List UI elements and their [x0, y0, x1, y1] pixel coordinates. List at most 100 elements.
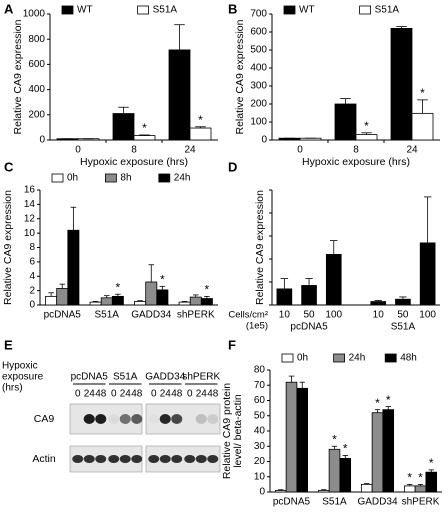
significance: * [198, 113, 203, 127]
x-tick-label: 0 [297, 145, 303, 156]
bar [67, 229, 80, 306]
blot-band [83, 455, 95, 463]
bar [145, 281, 158, 306]
bar [425, 471, 438, 493]
legend-label: S51A [375, 5, 400, 16]
row-label: Cells/cm² [228, 310, 268, 321]
y-tick-label: 60 [254, 395, 266, 406]
blot-band [195, 414, 207, 424]
legend-label: 0h [297, 353, 308, 364]
bar [355, 134, 378, 141]
x-tick-label: 100 [419, 310, 436, 321]
bar [360, 483, 373, 493]
y-tick-label: 0 [259, 487, 265, 498]
bar [56, 288, 69, 306]
time-label: 24 [196, 389, 208, 400]
legend-swatch [158, 173, 171, 183]
panel-label: B [228, 1, 237, 16]
bar [419, 242, 436, 306]
significance: * [386, 393, 391, 407]
blot-band [171, 414, 183, 424]
y-axis-label: Relative CA9 expression [254, 190, 266, 305]
legend-swatch [333, 353, 346, 363]
time-label: 0 [111, 389, 117, 400]
bar [112, 113, 135, 141]
blot-band [171, 455, 183, 463]
significance: * [116, 280, 121, 294]
y-tick-label: 0 [39, 135, 45, 146]
bar [339, 458, 352, 493]
significance: * [418, 471, 423, 485]
y-tick-label: 400 [250, 63, 267, 74]
blot-band [108, 455, 120, 463]
panel-label: C [4, 159, 14, 174]
bar [276, 288, 293, 306]
y-tick-label: 800 [28, 34, 45, 45]
time-label: 24 [160, 389, 172, 400]
y-axis-label: Relative CA9 expression [12, 19, 24, 134]
y-tick-label: 30 [254, 441, 266, 452]
y-tick-label: 50 [254, 410, 266, 421]
bar [370, 301, 387, 306]
x-tick-label: 50 [303, 310, 315, 321]
x-axis-label: Hypoxic exposure (hrs) [302, 156, 410, 168]
bar [371, 412, 384, 493]
y-axis-label: Relative CA9 expression [2, 190, 14, 305]
blot-band [159, 414, 171, 424]
significance: * [142, 121, 147, 135]
x-tick-label: shPERK [177, 310, 215, 321]
row-label: Actin [32, 453, 56, 465]
group-label: pcDNA5 [71, 372, 109, 383]
bar [156, 289, 169, 306]
y-tick-label: 14 [24, 199, 36, 210]
x-tick-label: 100 [325, 310, 342, 321]
legend-label: 8h [120, 173, 131, 184]
legend-swatch [105, 173, 117, 183]
condition-label: exposure [2, 372, 44, 383]
y-tick-label: 2 [29, 285, 35, 296]
y-tick-label: 200 [28, 109, 45, 120]
y-axis-label: level/ beta-actin [232, 394, 244, 468]
legend-swatch [384, 353, 397, 363]
y-tick-label: 16 [24, 185, 36, 196]
y-tick-label: 1000 [23, 9, 46, 20]
y-tick-label: 12 [24, 213, 36, 224]
y-tick-label: 4 [29, 271, 35, 282]
x-tick-label: 10 [279, 310, 291, 321]
legend-label: S51A [153, 5, 178, 16]
blot-band [131, 414, 143, 424]
significance: * [407, 471, 412, 485]
group-label: shPERK [182, 372, 220, 383]
group-label: pcDNA5 [290, 322, 328, 333]
x-tick-label: 8 [353, 145, 359, 156]
panel-label: D [228, 159, 237, 174]
y-tick-label: 40 [254, 426, 266, 437]
blot-band [148, 455, 160, 463]
bar [334, 103, 357, 141]
row-label: CA9 [34, 413, 55, 425]
time-label: 0 [75, 389, 81, 400]
significance: * [364, 119, 369, 133]
condition-label: Hypoxic [2, 361, 38, 372]
blot-band [131, 455, 143, 463]
y-tick-label: 100 [250, 117, 267, 128]
group-label: S51A [113, 372, 138, 383]
x-axis-label: Hypoxic exposure (hrs) [80, 156, 188, 168]
y-tick-label: 10 [254, 471, 266, 482]
time-label: 24 [120, 389, 132, 400]
blot-band [148, 414, 159, 424]
time-label: 48 [171, 389, 183, 400]
bar [89, 301, 102, 306]
significance: * [332, 432, 337, 446]
x-tick-label: pcDNA5 [273, 497, 311, 508]
bar [317, 490, 330, 493]
x-tick-label: 50 [397, 310, 409, 321]
time-label: 0 [187, 389, 193, 400]
y-tick-label: 600 [28, 59, 45, 70]
time-label: 0 [151, 389, 157, 400]
y-tick-label: 10 [24, 228, 36, 239]
condition-label: (hrs) [2, 383, 23, 394]
bar [328, 448, 341, 493]
bar [285, 381, 298, 493]
